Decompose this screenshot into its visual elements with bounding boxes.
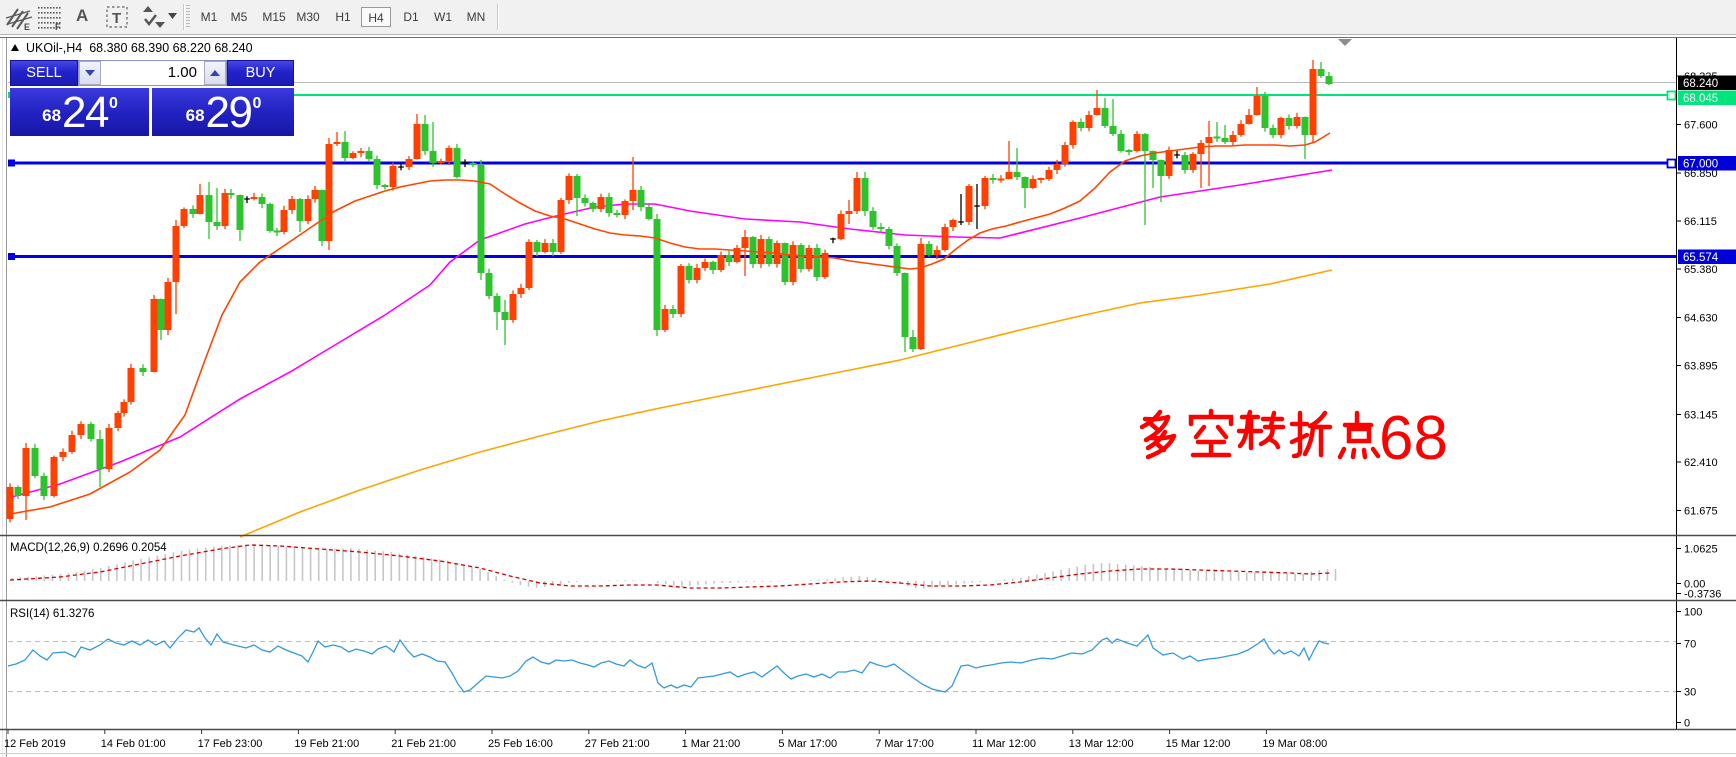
svg-text:7 Mar 17:00: 7 Mar 17:00 <box>875 738 934 750</box>
svg-text:68.240: 68.240 <box>1683 78 1718 90</box>
svg-text:61.675: 61.675 <box>1684 506 1718 518</box>
svg-text:1 Mar 21:00: 1 Mar 21:00 <box>682 738 741 750</box>
svg-text:F: F <box>55 22 61 31</box>
svg-text:67.600: 67.600 <box>1684 120 1718 132</box>
svg-text:0: 0 <box>1684 718 1690 730</box>
svg-text:70: 70 <box>1684 639 1696 651</box>
svg-text:-0.3736: -0.3736 <box>1684 589 1721 601</box>
svg-text:65.380: 65.380 <box>1684 264 1718 276</box>
svg-text:19 Mar 08:00: 19 Mar 08:00 <box>1262 738 1327 750</box>
svg-text:0.00: 0.00 <box>1684 579 1705 591</box>
svg-text:UKOil-,H4 68.380 68.390 68.22: UKOil-,H4 68.380 68.390 68.220 68.240 <box>26 41 253 55</box>
svg-text:21 Feb 21:00: 21 Feb 21:00 <box>391 738 456 750</box>
svg-text:64.630: 64.630 <box>1684 313 1718 325</box>
svg-text:67.000: 67.000 <box>1683 159 1718 171</box>
svg-text:T: T <box>112 10 121 27</box>
svg-text:62.410: 62.410 <box>1684 457 1718 469</box>
svg-text:63.145: 63.145 <box>1684 410 1718 422</box>
svg-text:66.115: 66.115 <box>1684 216 1717 228</box>
svg-text:1.0625: 1.0625 <box>1684 544 1718 556</box>
svg-text:17 Feb 23:00: 17 Feb 23:00 <box>198 738 263 750</box>
svg-text:14 Feb 01:00: 14 Feb 01:00 <box>101 738 166 750</box>
svg-text:65.574: 65.574 <box>1683 252 1719 264</box>
svg-text:25 Feb 16:00: 25 Feb 16:00 <box>488 738 553 750</box>
svg-text:100: 100 <box>1684 607 1702 619</box>
svg-text:27 Feb 21:00: 27 Feb 21:00 <box>585 738 650 750</box>
svg-text:66.850: 66.850 <box>1684 168 1718 180</box>
svg-text:68: 68 <box>1379 404 1448 473</box>
svg-text:13 Mar 12:00: 13 Mar 12:00 <box>1069 738 1134 750</box>
svg-text:30: 30 <box>1684 687 1696 699</box>
svg-text:RSI(14) 61.3276: RSI(14) 61.3276 <box>10 608 94 620</box>
svg-text:12 Feb 2019: 12 Feb 2019 <box>4 738 66 750</box>
svg-text:5 Mar 17:00: 5 Mar 17:00 <box>778 738 837 750</box>
svg-text:68.045: 68.045 <box>1683 93 1718 105</box>
svg-text:11 Mar 12:00: 11 Mar 12:00 <box>972 738 1036 750</box>
svg-text:63.895: 63.895 <box>1684 361 1718 373</box>
svg-text:MACD(12,26,9) 0.2696 0.2054: MACD(12,26,9) 0.2696 0.2054 <box>10 542 167 554</box>
svg-text:E: E <box>24 22 30 31</box>
svg-text:15 Mar 12:00: 15 Mar 12:00 <box>1166 738 1231 750</box>
svg-text:19 Feb 21:00: 19 Feb 21:00 <box>294 738 359 750</box>
